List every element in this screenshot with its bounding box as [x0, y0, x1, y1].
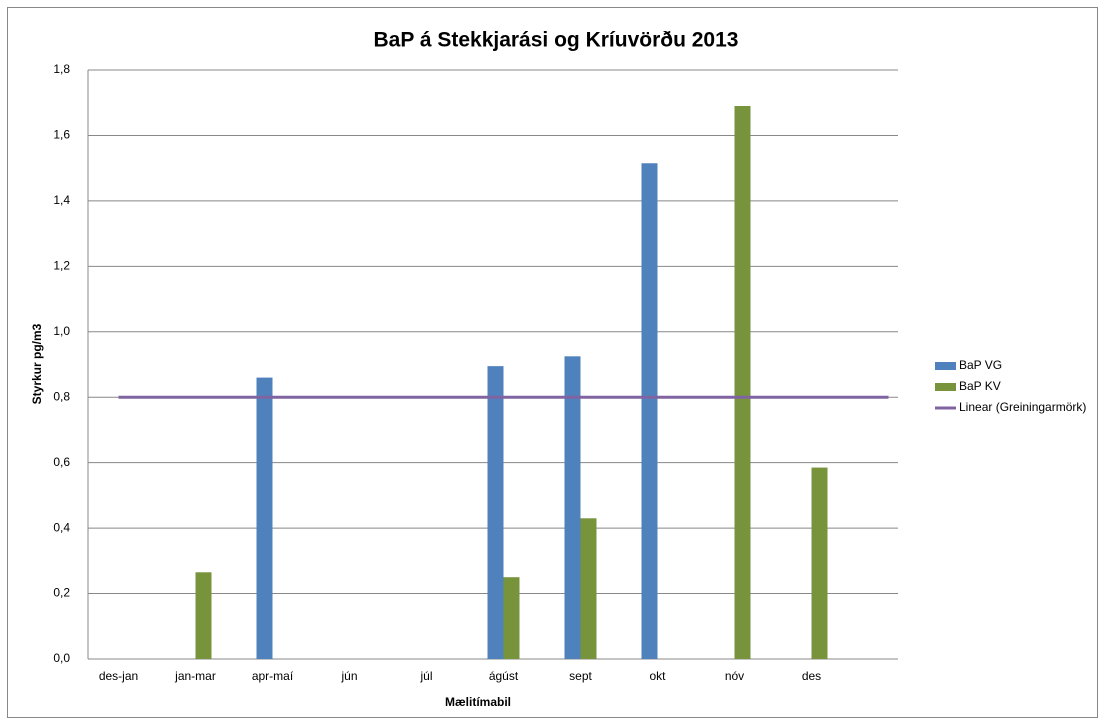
bar: [503, 577, 520, 659]
y-tick-label: 0,8: [53, 389, 70, 403]
bar: [487, 366, 504, 659]
legend-swatch: [935, 362, 956, 370]
chart-title: BaP á Stekkjarási og Kríuvörðu 2013: [374, 29, 739, 52]
bar: [564, 356, 581, 659]
y-tick-label: 0,2: [53, 586, 70, 600]
bar: [256, 377, 273, 659]
y-tick-label: 1,0: [53, 324, 70, 338]
bar: [641, 163, 658, 659]
y-axis-title: Styrkur pg/m3: [30, 323, 44, 404]
y-tick-label: 0,4: [53, 520, 70, 534]
x-tick-label: jún: [340, 669, 357, 683]
y-tick-label: 1,8: [53, 62, 70, 76]
x-tick-label: júl: [419, 669, 432, 683]
legend-label: BaP VG: [959, 358, 1002, 372]
x-tick-label: okt: [649, 669, 666, 683]
legend-label: Linear (Greiningarmörk): [959, 400, 1086, 414]
x-tick-label: des-jan: [99, 669, 138, 683]
x-tick-label: jan-mar: [174, 669, 216, 683]
legend-swatch: [935, 383, 956, 391]
chart-border: [7, 7, 1098, 718]
x-tick-label: ágúst: [489, 669, 519, 683]
bar: [734, 105, 751, 659]
legend-label: BaP KV: [959, 379, 1001, 393]
bar: [580, 518, 597, 659]
x-axis-title: Mælitímabil: [445, 695, 511, 709]
y-tick-label: 1,4: [53, 193, 70, 207]
x-tick-label: nóv: [725, 669, 744, 683]
bar: [195, 572, 212, 659]
bar: [811, 467, 828, 659]
y-tick-label: 0,6: [53, 455, 70, 469]
y-tick-label: 1,6: [53, 128, 70, 142]
x-tick-label: apr-maí: [252, 669, 294, 683]
x-tick-label: des: [802, 669, 821, 683]
x-tick-label: sept: [569, 669, 592, 683]
y-tick-label: 0,0: [53, 651, 70, 665]
y-tick-label: 1,2: [53, 259, 70, 273]
